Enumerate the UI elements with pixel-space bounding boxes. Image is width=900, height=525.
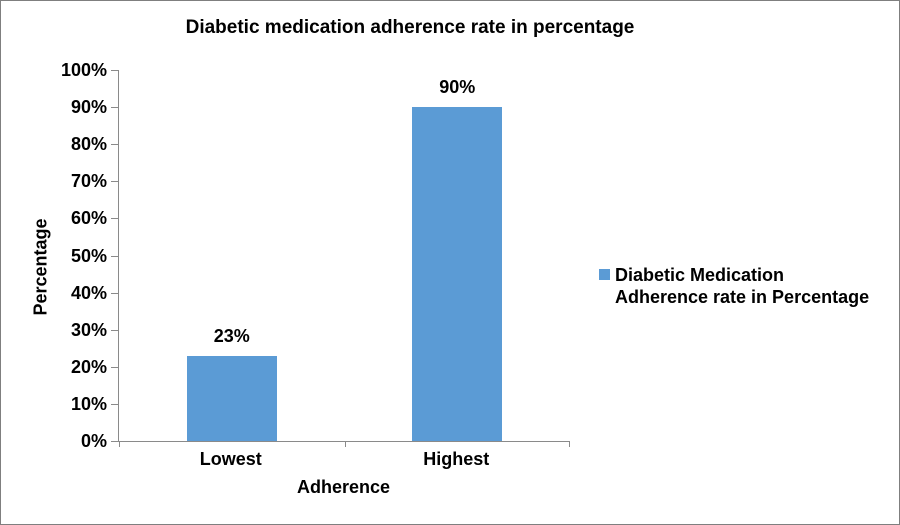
y-tick-mark	[111, 218, 118, 220]
y-tick-mark	[111, 144, 118, 146]
y-tick-mark	[111, 441, 118, 442]
y-tick-mark	[111, 329, 118, 331]
x-category-label: Highest	[423, 449, 490, 469]
y-tick-mark	[111, 107, 118, 109]
legend-label-line-1: Diabetic Medication	[615, 265, 785, 285]
y-tick-mark	[111, 366, 118, 368]
bar-slot: 23%	[119, 70, 345, 441]
x-category-label: Lowest	[199, 449, 262, 469]
y-tick-mark	[111, 292, 118, 294]
x-tick-mark	[569, 441, 570, 447]
chart-title: Diabetic medication adherence rate in pe…	[185, 17, 635, 38]
y-tick-label: 40%	[70, 282, 107, 303]
legend: Diabetic Medication Adherence rate in Pe…	[599, 264, 869, 308]
y-tick-label: 20%	[70, 356, 107, 377]
y-tick-label: 50%	[70, 245, 107, 266]
y-tick-mark	[111, 403, 118, 405]
x-axis-category-labels: Lowest Highest	[118, 449, 569, 470]
y-tick-label: 0%	[80, 431, 107, 451]
x-tick-mark	[344, 441, 346, 447]
legend-swatch-icon	[599, 269, 610, 280]
y-tick-label: 10%	[70, 393, 107, 414]
y-tick-label: 90%	[70, 97, 107, 118]
plot-area: 0% 10% 20% 30% 40% 50% 60% 70% 80% 90% 100% 23% 90%	[61, 61, 571, 450]
y-tick-label: 80%	[70, 134, 107, 155]
bar-lowest	[186, 355, 277, 441]
y-tick-mark	[111, 70, 118, 71]
bar-value-label: 90%	[439, 77, 476, 98]
legend-label: Diabetic Medication Adherence rate in Pe…	[615, 264, 869, 308]
y-tick-label: 30%	[70, 319, 107, 340]
y-tick-mark	[111, 255, 118, 257]
y-tick-label: 60%	[70, 208, 107, 229]
legend-label-line-2: Adherence rate in Percentage	[615, 287, 870, 307]
y-tick-label: 100%	[60, 60, 107, 80]
bar-value-label: 23%	[213, 325, 250, 346]
y-tick-label: 70%	[70, 171, 107, 192]
bar-highest	[412, 107, 503, 441]
x-axis-title: Adherence	[296, 477, 391, 497]
bar-slot: 90%	[345, 70, 571, 441]
x-tick-mark	[119, 441, 120, 447]
y-tick-mark	[111, 181, 118, 183]
